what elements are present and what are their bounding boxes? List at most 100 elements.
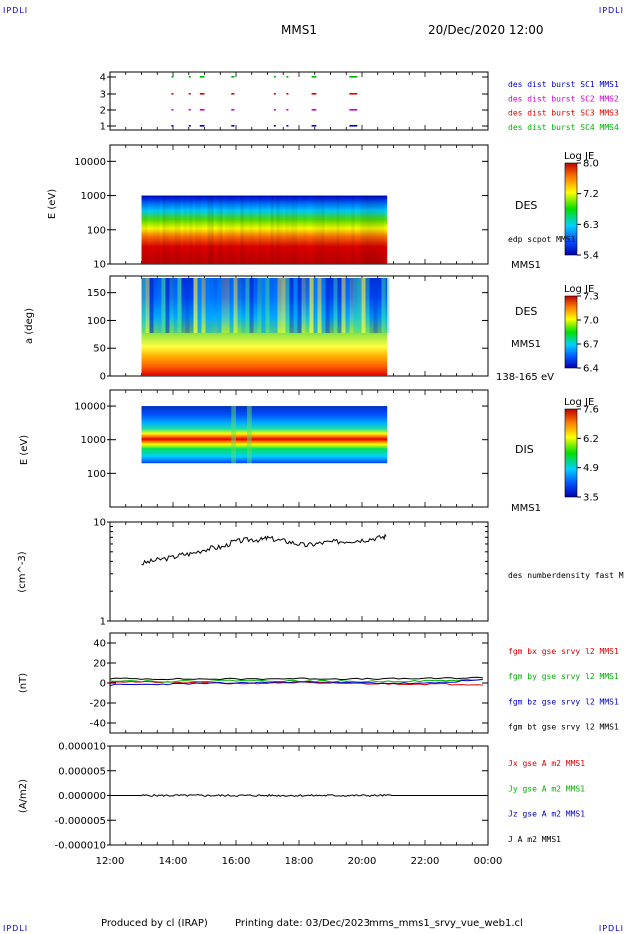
panel-frame-4 [109, 521, 489, 622]
figure-datetime: 20/Dec/2020 12:00 [428, 23, 544, 37]
corner-label-top-left: IPDLI [3, 6, 29, 15]
spectrogram-column [298, 196, 301, 264]
burst-interval-mark [188, 93, 191, 95]
pitch-angle-column [241, 278, 246, 333]
colorbar-tick-label: 6.2 [583, 434, 599, 445]
pitch-angle-column [197, 278, 202, 333]
pitch-angle-column [221, 278, 226, 333]
spectrogram-column [238, 196, 241, 264]
pitch-angle-column [273, 278, 278, 333]
instrument-label: DES [515, 199, 537, 212]
spectrogram-column [369, 195, 373, 264]
corner-label-top-right: IPDLI [598, 6, 624, 15]
y-axis-label: E (eV) [19, 435, 30, 465]
spectrogram-column [160, 196, 163, 264]
y-tick-label: -0.000010 [55, 841, 106, 852]
spectrogram-column [363, 195, 367, 264]
burst-interval-mark [231, 109, 235, 111]
burst-interval-mark [349, 109, 358, 111]
figure-title: MMS1 [281, 23, 317, 37]
pitch-angle-column [217, 278, 222, 333]
y-tick-label: 10000 [74, 157, 106, 168]
y-tick-label: 0.000000 [58, 791, 106, 802]
spectrogram-column [276, 195, 280, 264]
series-label: Jy gse A m2 MMS1 [508, 784, 585, 793]
burst-interval-mark [273, 93, 276, 95]
pitch-angle-column [317, 278, 322, 333]
pitch-angle-column [365, 278, 370, 333]
burst-interval-mark [349, 76, 358, 78]
spectrogram-column [279, 195, 283, 264]
y-tick-label: 0 [100, 679, 106, 690]
footer-filename: mms_mms1_srvy_vue_web1.cl [369, 918, 523, 929]
spectrogram-column [372, 195, 376, 264]
spectrogram-column [274, 196, 277, 264]
pitch-angle-column [309, 278, 314, 333]
pitch-angle-column [281, 278, 286, 333]
time-axis-label: 14:00 [159, 856, 188, 867]
spectrogram-column [349, 196, 352, 264]
burst-interval-mark [199, 93, 205, 95]
spacecraft-label: MMS1 [511, 503, 541, 514]
pitch-angle-column [349, 278, 354, 333]
spectrogram-column [268, 196, 271, 264]
pitch-angle-column [285, 278, 290, 333]
spectrogram-column [310, 196, 313, 264]
time-axis-label: 00:00 [474, 856, 503, 867]
burst-interval-mark [311, 76, 317, 78]
pitch-angle-column [189, 278, 194, 333]
pitch-angle-column [381, 278, 386, 333]
pitch-angle-column [149, 278, 154, 333]
spectrogram-column [285, 195, 289, 264]
burst-interval-mark [231, 93, 235, 95]
spectrogram-column [177, 195, 181, 264]
y-tick-label: 0 [100, 372, 106, 383]
series-label: des numberdensity fast M [508, 571, 624, 580]
colorbar [564, 408, 578, 498]
spectrogram-column [301, 196, 304, 264]
spectrogram-column [324, 195, 328, 264]
pitch-angle-column [229, 278, 234, 333]
spectrogram-column [312, 195, 316, 264]
pitch-angle-column [301, 278, 306, 333]
spectrogram-column [162, 195, 166, 264]
spectrogram-column [187, 196, 190, 264]
spectrogram-column [303, 195, 307, 264]
corner-label-bottom-right: IPDLI [598, 924, 624, 933]
instrument-label: DIS [515, 443, 534, 456]
pitch-angle-column [261, 278, 266, 333]
y-tick-label: 1000 [81, 191, 106, 202]
pitch-angle-column [325, 278, 330, 333]
spectrogram-column [172, 196, 175, 264]
legend-entry: des dist burst SC3 MMS3 [508, 109, 619, 118]
spectrogram-column [264, 195, 268, 264]
time-axis-label: 22:00 [411, 856, 440, 867]
y-axis-label: (cm^-3) [17, 551, 28, 592]
spectrogram-column [151, 196, 154, 264]
pitch-angle-column [377, 278, 382, 333]
series-label: J A m2 MMS1 [508, 835, 561, 844]
spectrogram-column [360, 195, 364, 264]
spectrogram-column [355, 196, 358, 264]
colorbar-title: Log JE [564, 397, 594, 408]
time-axis-label: 12:00 [96, 856, 125, 867]
burst-interval-mark [231, 125, 235, 127]
spectrogram-column [174, 195, 178, 264]
pitch-angle-column [157, 278, 162, 333]
y-tick-label: 10 [93, 518, 106, 529]
spectrogram-dis-energy [141, 406, 388, 464]
pitch-angle-column [361, 278, 366, 333]
energy-range-label: 138-165 eV [496, 372, 554, 383]
burst-interval-mark [273, 109, 276, 111]
spectrogram-column [342, 195, 346, 264]
fgm-line [109, 678, 483, 683]
spectrogram-column [270, 195, 274, 264]
pitch-angle-column [201, 278, 206, 333]
spectrogram-column [225, 195, 229, 264]
colorbar-tick-label: 5.4 [583, 251, 599, 262]
colorbar-title: Log JE [564, 284, 594, 295]
pitch-angle-column [277, 278, 282, 333]
colorbar-tick-label: 7.6 [583, 405, 599, 416]
spectrogram-column [283, 196, 286, 264]
